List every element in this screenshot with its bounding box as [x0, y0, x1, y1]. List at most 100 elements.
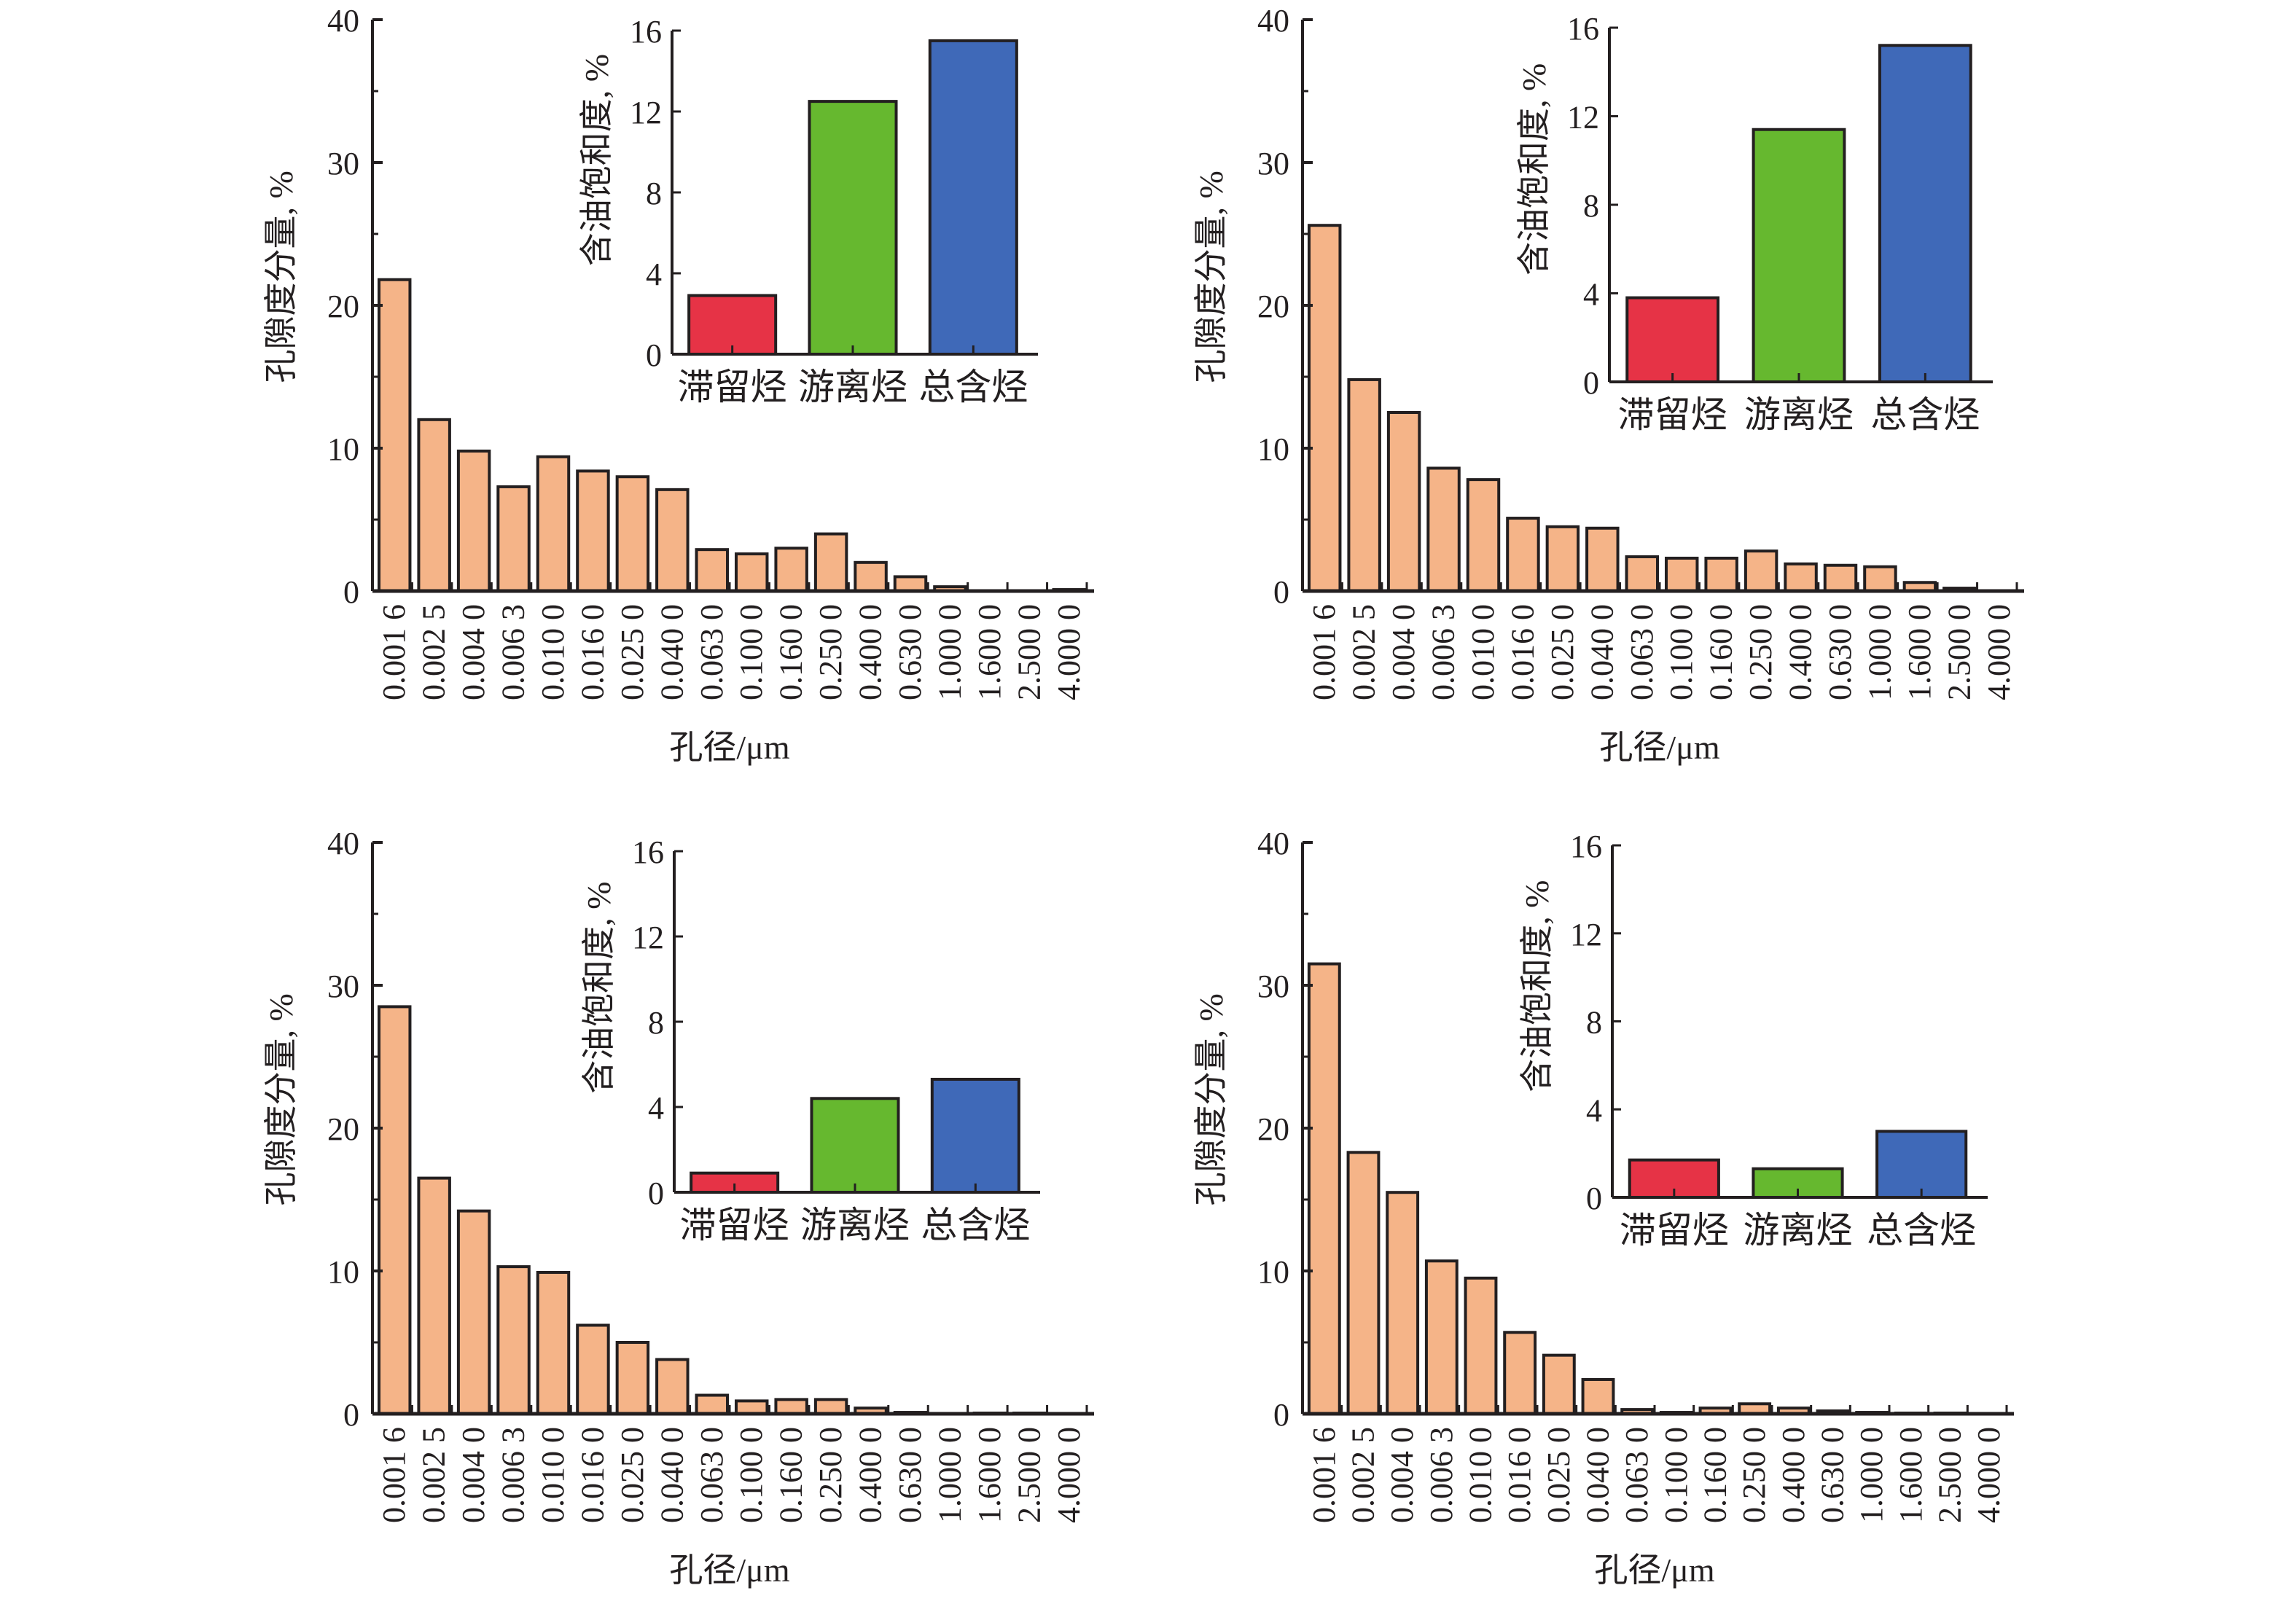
inset-bar	[810, 1097, 900, 1194]
y-tick-label: 10	[327, 1254, 359, 1290]
inset-y-tick-label: 12	[630, 95, 662, 130]
bar	[1386, 1191, 1420, 1415]
x-tick-label: 0.063 0	[1624, 604, 1660, 700]
y-tick-label: 20	[1257, 289, 1289, 324]
x-tick-label: 0.016 0	[1502, 1427, 1537, 1523]
inset-category-label: 游离烃	[798, 366, 907, 408]
bar	[377, 278, 412, 592]
y-tick-label: 40	[1257, 3, 1289, 39]
x-tick-label: 0.004 0	[1386, 604, 1421, 700]
bar	[1625, 555, 1660, 593]
y-tick-label: 30	[1257, 969, 1289, 1004]
inset-y-tick-label: 12	[632, 920, 664, 955]
bar	[1585, 526, 1620, 593]
bar	[1545, 525, 1580, 592]
x-tick-label: 0.160 0	[1698, 1427, 1733, 1523]
x-tick-label: 0.400 0	[853, 1427, 889, 1523]
bar	[774, 547, 808, 593]
x-tick-label: 0.016 0	[574, 1427, 610, 1523]
x-tick-label: 0.063 0	[694, 604, 730, 700]
bar	[655, 1358, 690, 1416]
bar	[615, 475, 650, 593]
x-tick-label: 4.000 0	[1971, 1427, 2007, 1523]
x-tick-label: 2.500 0	[1941, 604, 1977, 700]
inset-y-tick-label: 4	[648, 1090, 664, 1126]
x-tick-label: 0.025 0	[614, 604, 650, 700]
bar	[734, 1399, 769, 1415]
x-tick-label: 0.001 6	[376, 604, 412, 700]
inset-y-tick-label: 8	[646, 176, 662, 211]
y-tick-label: 20	[327, 1111, 359, 1147]
inset-category-label: 滞留烃	[678, 366, 787, 408]
x-tick-label: 1.600 0	[1902, 604, 1937, 700]
bar	[1426, 466, 1461, 592]
inset-bar	[1875, 1130, 1968, 1199]
y-tick-label: 20	[327, 289, 359, 324]
inset-category-label: 游离烃	[1744, 394, 1854, 436]
x-tick-label: 0.040 0	[654, 604, 690, 700]
inset-bar	[928, 39, 1018, 356]
x-tick-label: 0.016 0	[1504, 604, 1540, 700]
y-tick-label: 10	[1257, 431, 1289, 467]
bar	[1664, 556, 1699, 592]
inset-category-label: 总含烃	[1867, 1209, 1976, 1251]
x-tick-label: 0.063 0	[694, 1427, 730, 1523]
x-tick-label: 0.630 0	[1822, 604, 1858, 700]
x-tick-label: 0.160 0	[1703, 604, 1739, 700]
inset-category-label: 滞留烃	[1618, 394, 1727, 436]
y-axis-title: 孔隙度分量, %	[1192, 171, 1230, 383]
x-tick-label: 4.000 0	[1051, 1427, 1087, 1523]
inset-category-label: 游离烃	[1744, 1209, 1853, 1251]
bar	[813, 532, 848, 592]
bar	[536, 455, 571, 593]
inset-y-axis-title: 含油饱和度, %	[580, 882, 617, 1094]
y-tick-label: 30	[327, 969, 359, 1004]
x-tick-label: 1.600 0	[972, 604, 1007, 700]
y-axis-title: 孔隙度分量, %	[262, 171, 300, 383]
bar	[417, 418, 451, 592]
inset-y-tick-label: 8	[1586, 1005, 1602, 1041]
inset-y-tick-label: 0	[1583, 365, 1599, 401]
inset-chart: 滞留烃 游离烃 总含烃 0 4 8 12 16 含油饱和度, %	[1515, 11, 1993, 436]
y-tick-label: 40	[1257, 826, 1289, 861]
bar	[1704, 556, 1738, 592]
x-tick-label: 0.040 0	[1584, 604, 1620, 700]
inset-chart: 滞留烃 游离烃 总含烃 0 4 8 12 16 含油饱和度, %	[1518, 829, 1988, 1251]
bar	[813, 1398, 848, 1416]
inset-bar	[690, 1171, 780, 1194]
inset-y-tick-label: 0	[646, 337, 662, 373]
bar	[1744, 549, 1778, 592]
bar	[1542, 1353, 1576, 1416]
bar	[1581, 1377, 1615, 1415]
x-tick-label: 0.025 0	[1541, 1427, 1577, 1523]
bar	[1784, 562, 1818, 593]
bar	[615, 1341, 650, 1415]
y-tick-label: 0	[1273, 574, 1289, 610]
x-tick-label: 4.000 0	[1981, 604, 2017, 700]
inset-y-tick-label: 8	[648, 1005, 664, 1041]
x-tick-label: 1.600 0	[972, 1427, 1007, 1523]
x-tick-label: 0.006 3	[496, 604, 531, 700]
x-tick-label: 0.004 0	[456, 1427, 491, 1523]
inset-y-axis-title: 含油饱和度, %	[578, 54, 615, 266]
x-tick-label: 0.630 0	[892, 604, 928, 700]
x-tick-label: 0.001 6	[1306, 1427, 1342, 1523]
inset-y-tick-label: 0	[1586, 1181, 1602, 1216]
inset-category-label: 滞留烃	[1620, 1209, 1729, 1251]
bar	[1424, 1259, 1459, 1416]
inset-category-label: 总含烃	[1870, 394, 1980, 436]
bar	[456, 449, 491, 592]
inset-y-axis-title: 含油饱和度, %	[1515, 63, 1553, 275]
x-tick-label: 0.100 0	[1658, 1427, 1694, 1523]
x-tick-label: 0.400 0	[1783, 604, 1819, 700]
y-tick-label: 10	[1257, 1254, 1289, 1290]
inset-category-label: 总含烃	[921, 1204, 1030, 1246]
x-tick-label: 0.630 0	[1815, 1427, 1851, 1523]
inset-bar	[1878, 44, 1972, 384]
inset-bar	[930, 1077, 1020, 1194]
x-tick-label: 0.004 0	[1384, 1427, 1420, 1523]
